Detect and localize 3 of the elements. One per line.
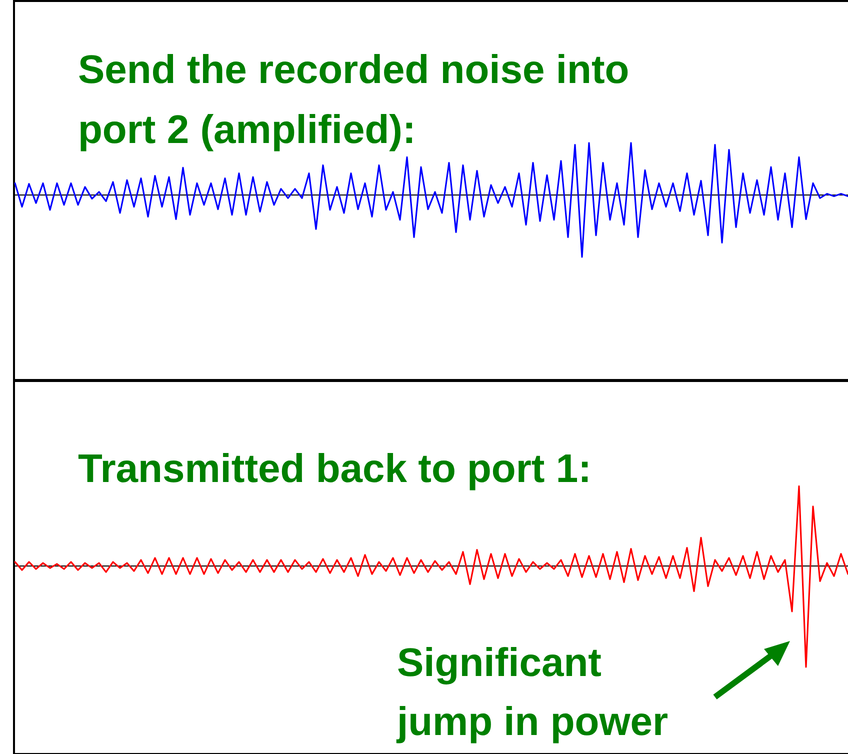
annotation: Send the recorded noise into port 2 (amplified): bbox=[78, 48, 630, 152]
annotation: Transmitted back to port 1: bbox=[78, 447, 592, 491]
annotation: Significant jump in power bbox=[396, 641, 668, 744]
